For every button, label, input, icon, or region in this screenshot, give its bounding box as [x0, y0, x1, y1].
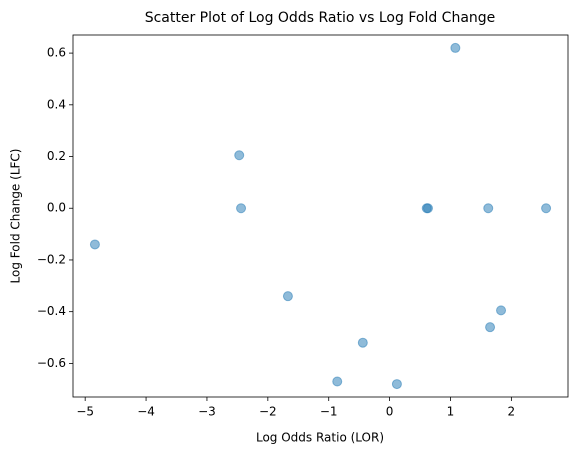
point — [234, 150, 245, 161]
x-tick-label: −5 — [76, 405, 94, 419]
y-tick-label: −0.6 — [37, 356, 66, 370]
x-tick-label: 2 — [508, 405, 516, 419]
y-tick-label: 0.0 — [47, 201, 66, 215]
point — [282, 291, 293, 302]
point — [236, 203, 247, 214]
x-tick-label: −3 — [198, 405, 216, 419]
plot-frame — [72, 34, 569, 398]
y-tick-label: 0.4 — [47, 97, 66, 111]
point — [89, 239, 100, 250]
point — [450, 42, 461, 53]
y-tick-label: −0.2 — [37, 252, 66, 266]
point — [496, 305, 507, 316]
x-tick-label: 1 — [447, 405, 455, 419]
x-tick-label: −1 — [320, 405, 338, 419]
point — [332, 376, 343, 387]
y-tick-label: −0.4 — [37, 304, 66, 318]
y-tick-label: 0.6 — [47, 46, 66, 60]
x-tick-label: −4 — [137, 405, 155, 419]
point — [485, 322, 496, 333]
point — [391, 379, 402, 390]
x-tick-label: −2 — [259, 405, 277, 419]
point — [483, 203, 494, 214]
y-axis-label: Log Fold Change (LFC) — [9, 149, 23, 284]
x-axis-label: Log Odds Ratio (LOR) — [256, 431, 384, 445]
y-tick-label: 0.2 — [47, 149, 66, 163]
point — [422, 203, 433, 214]
chart-title: Scatter Plot of Log Odds Ratio vs Log Fo… — [145, 10, 496, 26]
point — [541, 203, 552, 214]
point — [357, 337, 368, 348]
x-tick-label: 0 — [386, 405, 394, 419]
